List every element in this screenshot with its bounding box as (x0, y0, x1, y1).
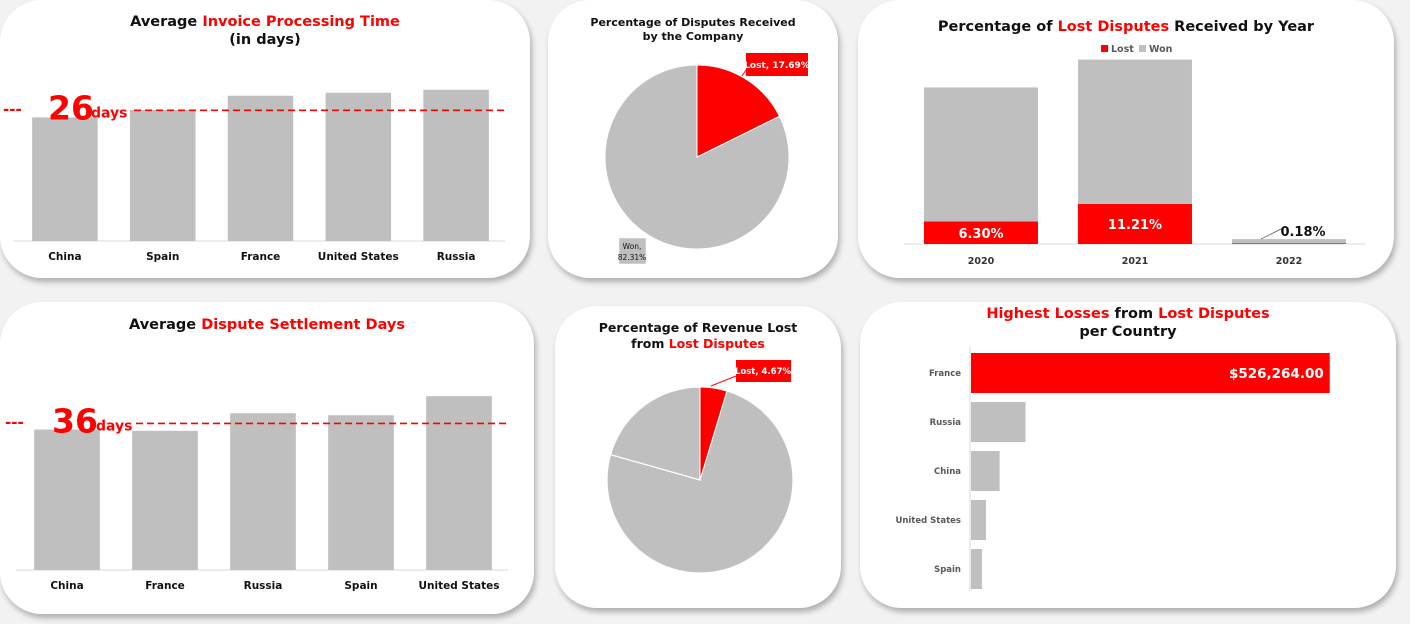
data-label-lost: 11.21% (1108, 218, 1162, 233)
bar-lost-2021 (1078, 204, 1192, 244)
card-settlement-days: Average Dispute Settlement Days China Fra… (0, 302, 534, 614)
pie-slice-won (606, 390, 794, 574)
bar-china (971, 451, 1000, 491)
disputes-pie-chart: Lost, 17.69% Won, 82.31% (604, 53, 810, 265)
pie-slice-won-segment (609, 386, 701, 481)
x-tick-label: China (48, 251, 81, 263)
bar-spain (129, 109, 196, 241)
reference-value-label: 26 (48, 88, 94, 127)
pie-label-lost-box (736, 360, 791, 382)
reference-value-label: 36 (52, 401, 98, 440)
card-invoice-processing: Average Invoice Processing Time (in days… (0, 0, 530, 278)
bar-won-2021 (1078, 59, 1192, 205)
legend-swatch-lost (1101, 45, 1108, 52)
data-label-lost: 6.30% (958, 227, 1003, 242)
bar-lost-2020 (924, 221, 1038, 244)
losses-bar-chart: France $526,264.00 Russia China United State… (895, 346, 1330, 591)
card-lost-by-year: Percentage of Lost Disputes Received by … (858, 0, 1394, 278)
y-tick-label: United States (895, 516, 961, 526)
x-tick-label: China (50, 580, 83, 592)
x-tick-label: France (145, 580, 185, 592)
bar-united-states (325, 92, 392, 241)
x-tick-label: France (241, 251, 281, 263)
pie-label-won-line2: 82.31% (618, 253, 647, 262)
x-tick-label: United States (419, 580, 500, 592)
legend-swatch-won (1139, 45, 1146, 52)
reference-prefix: --- (5, 413, 24, 431)
reference-unit-label: days (96, 418, 133, 434)
reference-unit-label: days (91, 105, 128, 121)
card-disputes-pie: Percentage of Disputes Received by the C… (548, 0, 838, 278)
chart-title: Percentage of Disputes Received by the C… (590, 16, 796, 43)
chart-title: Percentage of Revenue Lost from Lost Dis… (598, 320, 798, 351)
bar-united-states (426, 396, 492, 570)
bar-spain (971, 549, 982, 589)
pie-slice-lost (699, 386, 728, 481)
chart-title: Average Invoice Processing Time (in days… (130, 14, 400, 49)
x-tick-label: 2022 (1276, 256, 1302, 267)
x-tick-label: Spain (344, 580, 377, 592)
bar-france (132, 430, 198, 570)
x-tick-label: Spain (146, 251, 179, 263)
y-tick-label: Russia (930, 418, 962, 428)
bar-won-2020 (924, 87, 1038, 222)
bar-france (227, 95, 294, 241)
bar-russia (230, 413, 296, 570)
y-tick-label: Spain (934, 565, 961, 575)
legend-label-lost: Lost (1111, 44, 1134, 55)
bar-russia (971, 402, 1026, 442)
lost-by-year-chart: Lost Won 2020 6.30% 2021 11.21% 2022 0.18% (904, 44, 1366, 267)
pie-label-won-line1: Won, (623, 242, 642, 251)
pie-label-lost: Lost, 17.69% (744, 61, 810, 71)
bar-france (971, 353, 1330, 393)
y-tick-label: China (934, 467, 961, 477)
card-revenue-pie: Percentage of Revenue Lost from Lost Dis… (555, 306, 841, 608)
card-highest-losses: Highest Losses from Lost Disputes per Co… (860, 302, 1396, 608)
x-tick-label: 2020 (968, 256, 995, 267)
pie-slice-lost (696, 64, 781, 158)
x-tick-label: United States (318, 251, 399, 263)
data-label-lost: 0.18% (1280, 225, 1325, 240)
revenue-pie-chart: Lost, 4.67% (606, 360, 794, 574)
reference-prefix: --- (3, 100, 22, 118)
bar-china (34, 429, 100, 570)
bar-won-2022 (1232, 239, 1346, 244)
bar-united-states (971, 500, 986, 540)
data-label: $526,264.00 (1229, 366, 1324, 382)
chart-title: Average Dispute Settlement Days (128, 317, 405, 333)
invoice-bar-chart: China Spain France United States Russia --- 26… (3, 88, 505, 263)
settlement-bar-chart: China France Russia Spain United States --- 36… (5, 396, 508, 592)
pie-label-lost-box (746, 53, 808, 76)
bar-china (32, 117, 98, 241)
pie-label-lost: Lost, 4.67% (735, 367, 792, 377)
legend-label-won: Won (1149, 44, 1173, 55)
bar-spain (328, 415, 394, 570)
chart-title: Highest Losses from Lost Disputes per Co… (986, 306, 1270, 341)
y-tick-label: France (929, 369, 961, 379)
data-label-leader (1260, 227, 1284, 240)
pie-label-won-box (618, 237, 647, 265)
x-tick-label: 2021 (1122, 256, 1148, 267)
pie-leader-lost (741, 69, 747, 77)
chart-title: Percentage of Lost Disputes Received by … (937, 19, 1315, 35)
bar-lost-2022 (1232, 243, 1346, 244)
x-tick-label: Russia (244, 580, 283, 592)
bar-russia (423, 89, 489, 241)
pie-leader-lost (710, 375, 737, 387)
x-tick-label: Russia (437, 251, 476, 263)
